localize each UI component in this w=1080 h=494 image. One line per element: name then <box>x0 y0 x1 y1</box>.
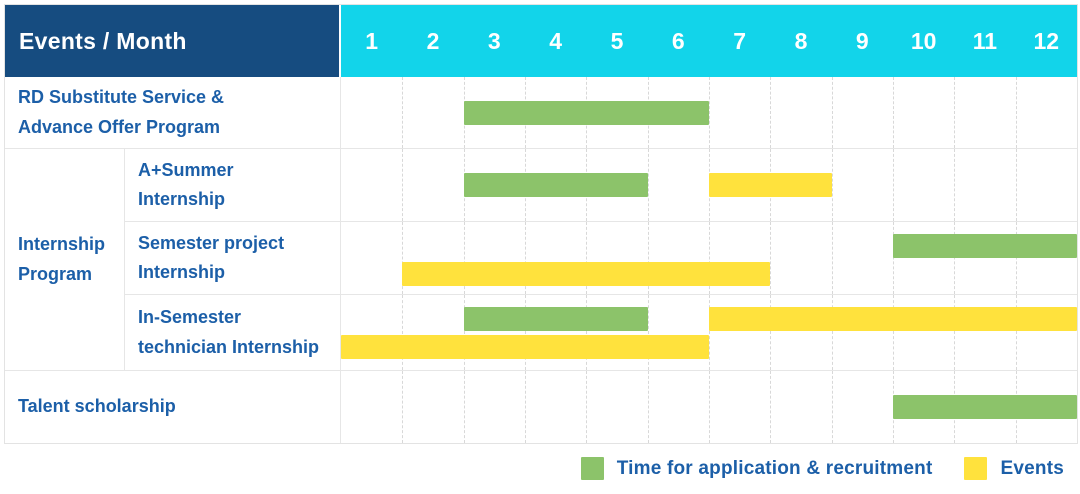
month-gridline <box>893 222 894 294</box>
gantt-bar-event <box>402 262 771 286</box>
month-gridline <box>525 222 526 294</box>
month-label: 4 <box>549 27 563 54</box>
month-gridline <box>525 371 526 443</box>
gantt-row-a-summer <box>341 149 1077 222</box>
month-gridline <box>1015 295 1017 370</box>
month-gridline <box>709 371 710 443</box>
month-gridline <box>709 222 710 294</box>
row-label-in-semester-technician-internship: In-Semester technician Internship <box>125 295 341 371</box>
month-label: 5 <box>610 27 624 54</box>
month-gridline <box>709 295 710 370</box>
group-label-internship-program: Internship Program <box>5 149 125 371</box>
month-gridline <box>647 371 649 443</box>
month-gridline <box>463 371 465 443</box>
gantt-row-semester-project <box>341 222 1077 295</box>
month-gridline <box>893 77 894 148</box>
row-label-talent-scholarship: Talent scholarship <box>5 371 341 443</box>
month-gridline <box>893 295 894 370</box>
month-gridline <box>1015 77 1017 148</box>
gantt-bar-application <box>463 100 709 125</box>
gantt-bar-application <box>463 173 648 197</box>
gantt-row-in-semester-technician <box>341 295 1077 371</box>
month-gridline <box>893 149 894 221</box>
month-label: 12 <box>1033 27 1060 54</box>
month-gridline <box>831 295 833 370</box>
row-label-a-summer-internship: A+Summer Internship <box>125 149 341 222</box>
month-gridline <box>525 295 526 370</box>
month-gridline <box>402 149 404 221</box>
month-gridline <box>463 222 465 294</box>
month-gridline <box>586 222 588 294</box>
month-label: 10 <box>910 27 937 54</box>
month-gridline <box>647 295 649 370</box>
month-gridline <box>770 77 772 148</box>
month-gridline <box>831 371 833 443</box>
month-gridline <box>770 371 772 443</box>
month-label: 6 <box>671 27 685 54</box>
month-gridline <box>1015 149 1017 221</box>
month-gridline <box>770 222 772 294</box>
month-header-row: 1 2 3 4 5 6 7 8 9 10 11 12 <box>341 5 1077 77</box>
month-gridline <box>831 149 833 221</box>
month-gridline <box>709 77 710 148</box>
month-label: 11 <box>972 27 998 54</box>
month-label: 8 <box>794 27 808 54</box>
gantt-table: Events / Month 1 2 3 4 5 6 7 8 9 10 11 12 RD Substi… <box>4 4 1078 444</box>
month-label: 3 <box>487 27 501 54</box>
month-label: 2 <box>426 27 440 54</box>
gantt-row-talent-scholarship <box>341 371 1077 443</box>
legend-label-events: Events <box>1000 457 1064 479</box>
gantt-bar-event <box>709 173 832 197</box>
gantt-bar-application <box>893 395 1077 419</box>
month-gridline <box>647 149 649 221</box>
application-color-swatch-icon <box>580 457 604 480</box>
gantt-row-rd-substitute <box>341 77 1077 149</box>
month-gridline <box>831 222 833 294</box>
month-gridline <box>770 295 772 370</box>
gantt-bar-application <box>893 234 1077 258</box>
month-gridline <box>954 295 956 370</box>
legend-item-events: Events <box>964 457 1064 480</box>
month-gridline <box>402 371 404 443</box>
month-gridline <box>954 149 956 221</box>
month-gridline <box>402 222 404 294</box>
month-gridline <box>463 295 465 370</box>
month-gridline <box>402 77 404 148</box>
month-gridline <box>586 295 588 370</box>
month-gridline <box>954 77 956 148</box>
legend-label-application: Time for application & recruitment <box>616 457 933 479</box>
events-month-header: Events / Month <box>5 5 341 77</box>
legend-item-application: Time for application & recruitment <box>580 457 933 480</box>
month-gridline <box>647 222 649 294</box>
gantt-bar-application <box>463 307 648 331</box>
events-color-swatch-icon <box>964 457 988 480</box>
month-label: 1 <box>365 27 379 54</box>
month-gridline <box>402 295 404 370</box>
gantt-bar-event <box>341 335 709 359</box>
gantt-bar-event <box>709 307 1077 331</box>
month-gridline <box>954 222 956 294</box>
month-label: 9 <box>855 27 869 54</box>
row-label-semester-project-internship: Semester project Internship <box>125 222 341 295</box>
month-gridline <box>586 371 588 443</box>
month-gridline <box>1015 222 1017 294</box>
legend: Time for application & recruitment Event… <box>0 447 1074 490</box>
month-gridline <box>831 77 833 148</box>
month-label: 7 <box>733 27 747 54</box>
row-label-rd-substitute-service: RD Substitute Service & Advance Offer Pr… <box>5 77 341 149</box>
